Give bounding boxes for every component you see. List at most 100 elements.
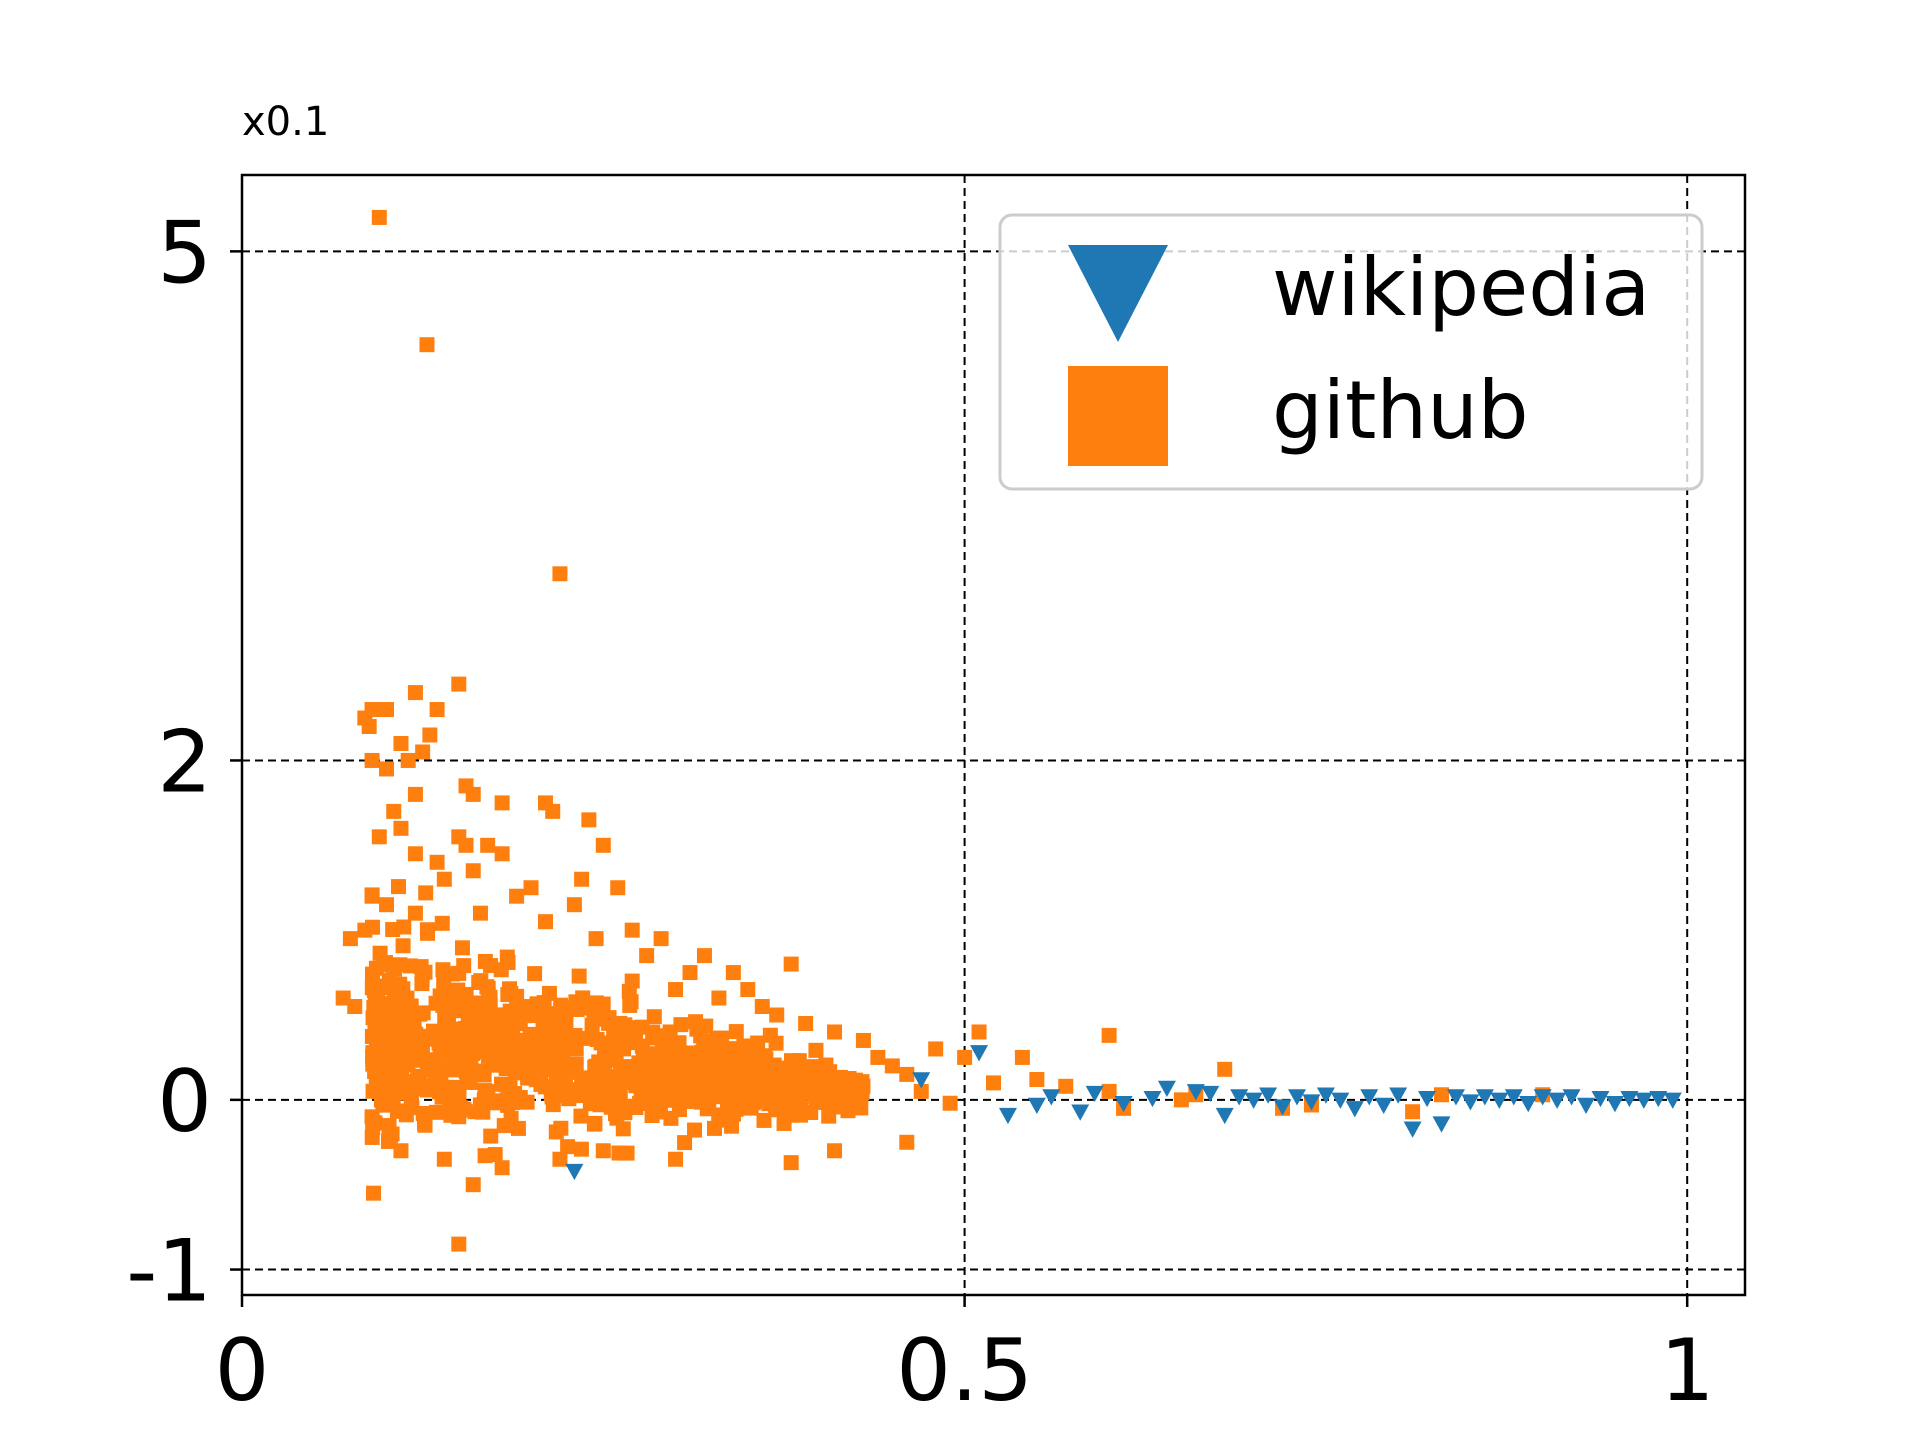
wikipedia-point [1475,1089,1494,1106]
wikipedia-point [1273,1099,1292,1116]
github-point [380,1095,396,1111]
github-point [403,1026,419,1042]
github-point [1405,1104,1421,1120]
github-point [417,964,433,980]
github-point [671,1057,687,1073]
github-point [433,1069,449,1085]
github-point [552,566,568,582]
wikipedia-point [1446,1089,1465,1106]
github-point [393,820,409,836]
github-point [783,1155,799,1171]
wikipedia-point [1143,1090,1162,1108]
github-point [530,1008,546,1024]
github-point [494,795,510,811]
github-point [552,1058,568,1074]
github-point [487,1031,503,1047]
github-point [335,990,351,1006]
github-point [548,1124,564,1140]
wikipedia-point [1605,1096,1624,1113]
github-point [519,1044,535,1060]
github-point [589,1078,605,1094]
wikipedia-point [1215,1107,1234,1125]
legend: wikipedia github [998,213,1704,491]
wikipedia-point [1259,1087,1278,1104]
github-point [647,1030,663,1046]
wikipedia-point [912,1072,931,1089]
github-point [407,905,423,921]
github-point [688,1014,704,1030]
github-point [472,905,488,921]
github-point [407,786,423,802]
github-point [773,1060,789,1076]
github-point [342,931,358,947]
github-point [411,1068,427,1084]
github-point [379,897,395,913]
x-tick-label: 1 [1660,1321,1715,1421]
wikipedia-point [1186,1084,1205,1101]
github-point [393,735,409,751]
github-point [768,1035,784,1051]
x-tick-label: 0 [215,1321,270,1421]
github-point [942,1095,958,1111]
y-axis-multiplier: x0.1 [242,99,329,145]
github-point [456,958,472,974]
github-point [384,1126,400,1142]
github-point [453,1100,469,1116]
github-point [364,888,380,904]
github-point [390,1064,406,1080]
github-point [756,1112,772,1128]
github-point [357,922,373,938]
github-point [1434,1087,1450,1103]
github-point [391,879,407,895]
github-point [725,965,741,981]
wikipedia-point [1345,1101,1364,1118]
github-point [527,966,543,982]
github-point [347,999,363,1015]
github-point [595,1143,611,1159]
github-point [365,1010,381,1026]
wikipedia-point [1244,1092,1263,1109]
github-point [533,1076,549,1092]
github-point [821,1108,837,1124]
github-point [465,786,481,802]
github-point [361,719,377,735]
github-point [451,1087,467,1103]
github-point [721,1055,737,1071]
github-point [678,1045,694,1061]
github-point [418,885,434,901]
github-point [465,1177,481,1193]
github-point [545,803,561,819]
github-point [645,1095,661,1111]
github-point [736,1038,752,1054]
y-tick-label: 2 [157,712,212,812]
github-point [391,993,407,1009]
github-point [677,1135,693,1151]
github-point [776,1115,792,1131]
wikipedia-point [1634,1092,1653,1109]
github-point [407,846,423,862]
github-point [754,999,770,1015]
wikipedia-point [1374,1097,1393,1114]
github-point [740,982,756,998]
github-point [842,1075,858,1091]
github-point [673,1017,689,1033]
github-point [657,1091,673,1107]
github-point [429,702,445,718]
github-point [458,837,474,853]
github-point [805,1060,821,1076]
github-point [428,995,444,1011]
wikipedia-point [1389,1087,1408,1104]
github-point [375,956,391,972]
wikipedia-point [1504,1089,1523,1106]
github-point [827,1143,843,1159]
github-point [529,996,545,1012]
wikipedia-point [1663,1092,1682,1109]
github-point [769,1007,785,1023]
github-point [808,1042,824,1058]
github-point [573,1141,589,1157]
wikipedia-point [1490,1092,1509,1109]
github-point [571,968,587,984]
github-point [436,1151,452,1167]
github-point [899,1066,915,1082]
